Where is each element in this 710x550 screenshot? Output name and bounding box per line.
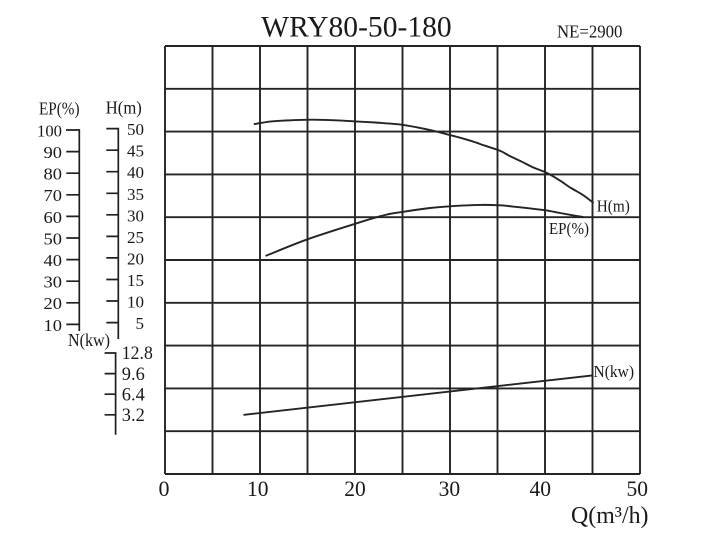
svg-text:20: 20 xyxy=(127,249,144,268)
svg-text:80: 80 xyxy=(44,165,63,184)
svg-text:50: 50 xyxy=(44,229,63,248)
svg-text:50: 50 xyxy=(127,120,144,139)
svg-text:25: 25 xyxy=(127,228,144,247)
svg-text:30: 30 xyxy=(44,273,63,292)
svg-text:40: 40 xyxy=(127,163,144,182)
svg-text:50: 50 xyxy=(626,476,648,501)
svg-text:30: 30 xyxy=(439,476,461,501)
svg-text:9.6: 9.6 xyxy=(122,365,145,385)
svg-text:NE=2900: NE=2900 xyxy=(557,22,623,42)
svg-text:20: 20 xyxy=(44,294,63,313)
svg-text:N(kw): N(kw) xyxy=(68,330,110,350)
svg-text:70: 70 xyxy=(44,186,63,205)
svg-text:35: 35 xyxy=(127,185,144,204)
svg-text:WRY80-50-180: WRY80-50-180 xyxy=(261,12,452,44)
svg-text:15: 15 xyxy=(127,271,144,290)
svg-text:45: 45 xyxy=(127,142,144,161)
svg-text:30: 30 xyxy=(127,206,144,225)
svg-text:10: 10 xyxy=(44,316,63,335)
svg-text:EP(%): EP(%) xyxy=(39,99,80,119)
svg-text:90: 90 xyxy=(44,143,63,162)
svg-text:10: 10 xyxy=(127,293,144,312)
svg-text:5: 5 xyxy=(136,314,145,333)
svg-text:40: 40 xyxy=(529,476,551,501)
svg-text:H(m): H(m) xyxy=(597,196,630,215)
svg-text:40: 40 xyxy=(44,251,63,270)
svg-text:N(kw): N(kw) xyxy=(594,362,635,381)
svg-text:60: 60 xyxy=(44,208,63,227)
svg-text:6.4: 6.4 xyxy=(122,385,145,405)
svg-text:12.8: 12.8 xyxy=(122,344,153,364)
svg-text:0: 0 xyxy=(159,476,170,501)
svg-text:100: 100 xyxy=(37,121,62,140)
svg-text:EP(%): EP(%) xyxy=(549,219,589,238)
svg-text:10: 10 xyxy=(247,476,269,501)
svg-text:Q(m³/h): Q(m³/h) xyxy=(571,502,649,529)
svg-text:20: 20 xyxy=(344,476,366,501)
svg-text:3.2: 3.2 xyxy=(122,406,145,426)
svg-text:H(m): H(m) xyxy=(106,98,142,118)
